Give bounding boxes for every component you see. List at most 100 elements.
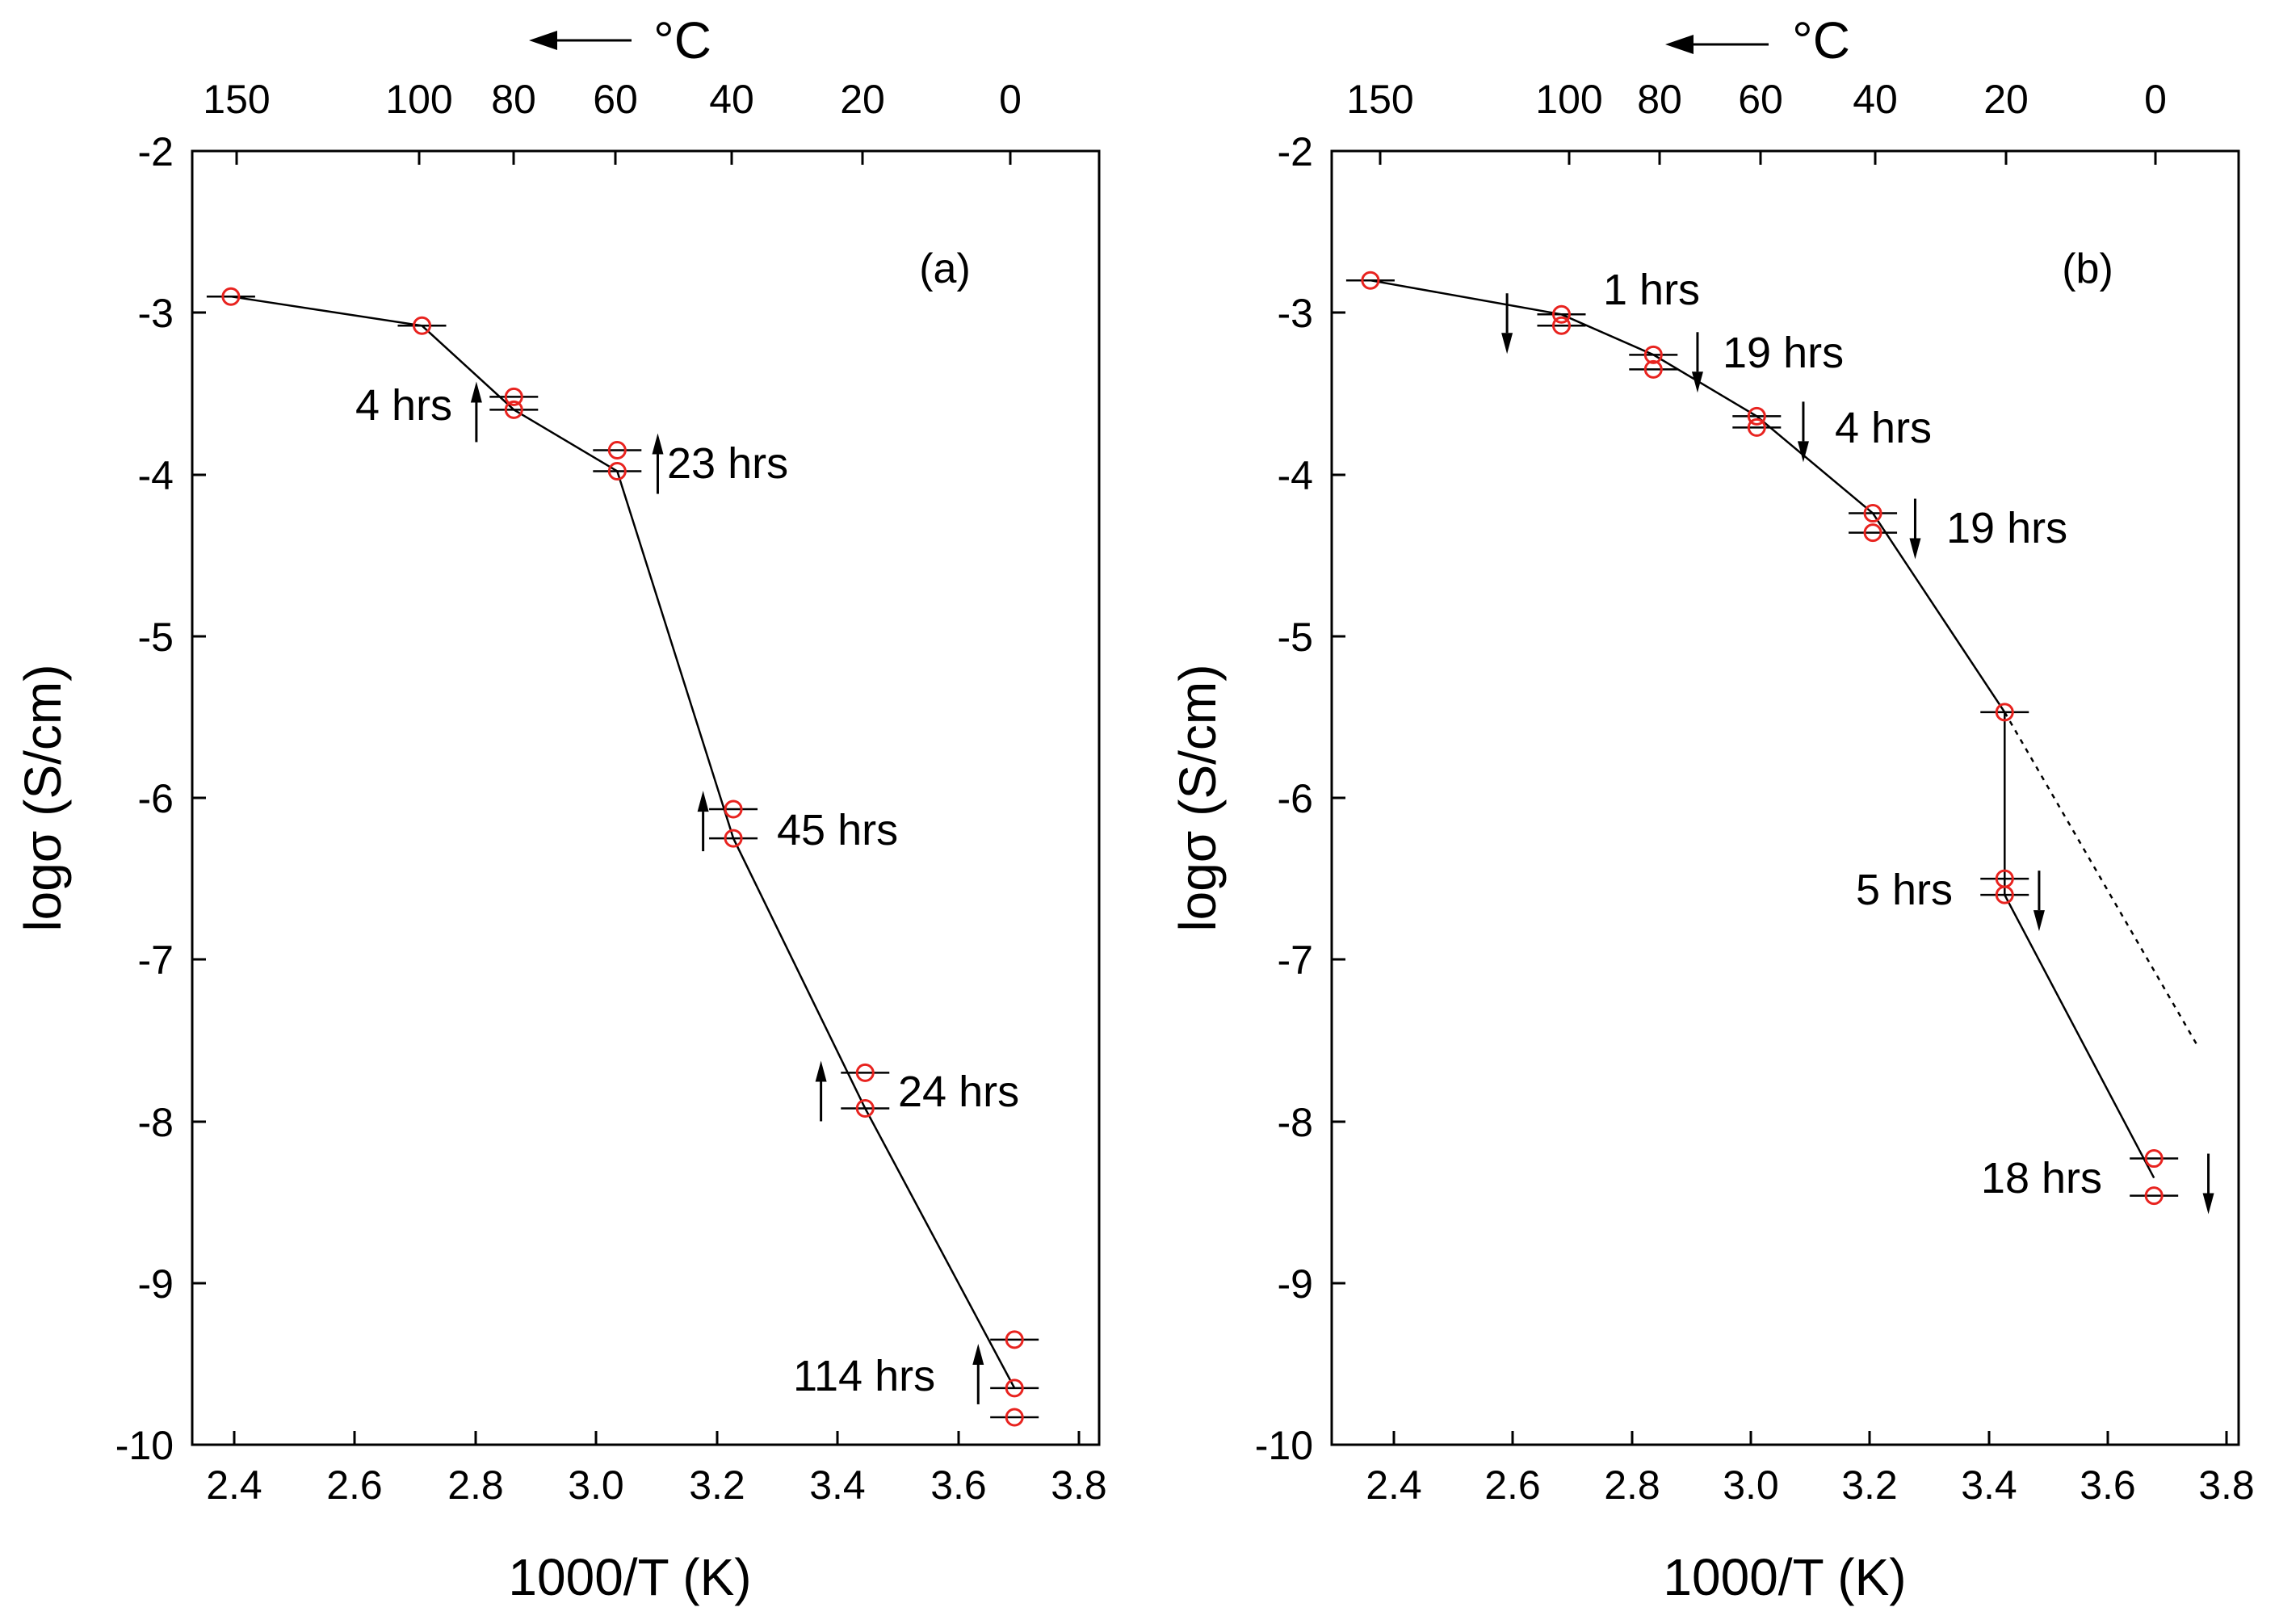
left-arrow-icon [1665, 35, 1769, 54]
annotation-label: 5 hrs [1856, 866, 1953, 914]
annotation-label: 24 hrs [898, 1068, 1019, 1116]
top-tick-label: 80 [491, 77, 536, 122]
x-tick-label: 2.6 [326, 1462, 383, 1508]
up-arrow-icon [470, 381, 482, 443]
arrow-head [652, 433, 664, 455]
y-tick-label: -10 [1255, 1423, 1313, 1468]
top-tick-label: 80 [1637, 77, 1682, 122]
top-tick-label: 60 [593, 77, 638, 122]
y-axis-title: logσ (S/cm) [1169, 664, 1227, 931]
x-tick-label: 3.2 [689, 1462, 745, 1508]
plot-marks [1345, 271, 2214, 1215]
top-tick-label: 100 [385, 77, 452, 122]
x-tick-label: 2.4 [1366, 1462, 1422, 1508]
y-tick-label: -4 [1278, 453, 1313, 498]
top-tick-label: 40 [709, 77, 754, 122]
top-tick-label: 150 [203, 77, 270, 122]
down-arrow-icon [1501, 293, 1513, 355]
x-tick-label: 3.6 [2080, 1462, 2136, 1508]
up-arrow-icon [652, 433, 664, 494]
data-point [1863, 504, 1882, 523]
x-axis: 2.4 2.6 2.8 3.0 3.2 3.4 3.6 3.8 [1366, 1431, 2255, 1508]
y-tick-label: -10 [115, 1423, 174, 1468]
data-point [412, 316, 431, 335]
data-point [855, 1063, 875, 1082]
data-point [221, 287, 241, 306]
plot-marks [206, 287, 1039, 1427]
data-point [1005, 1330, 1024, 1349]
x-axis-title: 1000/T (K) [1663, 1548, 1906, 1606]
up-arrow-icon [972, 1343, 984, 1404]
data-point [1551, 304, 1571, 324]
series-line [2004, 711, 2155, 1179]
y-tick-label: -8 [1278, 1100, 1313, 1145]
x-tick-label: 2.8 [1604, 1462, 1660, 1508]
data-point [1747, 418, 1766, 437]
data-point [2144, 1149, 2164, 1169]
data-point [1643, 359, 1663, 379]
data-point [607, 461, 627, 480]
up-arrow-icon [815, 1060, 827, 1122]
data-point [1643, 345, 1663, 364]
y-tick-label: -6 [1278, 776, 1313, 821]
top-tick-label: 20 [840, 77, 885, 122]
y-tick-label: -5 [1278, 615, 1313, 660]
y-tick-label: -7 [1278, 938, 1313, 983]
y-tick-label: -8 [138, 1100, 174, 1145]
x-axis-title: 1000/T (K) [508, 1548, 751, 1606]
panel-label: (a) [919, 245, 971, 292]
top-tick-label: 100 [1535, 77, 1602, 122]
data-point [2144, 1186, 2164, 1206]
data-point [1747, 406, 1766, 426]
annotation-label: 19 hrs [1946, 504, 2067, 552]
series-line [1370, 279, 2006, 713]
data-point [1863, 523, 1882, 543]
top-tick-label: 60 [1738, 77, 1783, 122]
arrow-head [2033, 910, 2045, 932]
x-axis: 2.4 2.6 2.8 3.0 3.2 3.4 3.6 3.8 [206, 1431, 1107, 1508]
x-tick-label: 2.8 [447, 1462, 504, 1508]
x-tick-label: 3.8 [1051, 1462, 1107, 1508]
y-axis-title: logσ (S/cm) [14, 664, 72, 931]
y-tick-label: -5 [138, 615, 174, 660]
down-arrow-icon [1797, 401, 1809, 463]
data-point [1551, 316, 1571, 335]
extrapolation-line [2004, 711, 2197, 1045]
y-tick-label: -7 [138, 938, 174, 983]
x-tick-label: 3.0 [568, 1462, 624, 1508]
data-point [504, 387, 523, 406]
data-point [724, 799, 743, 819]
data-point [1005, 1408, 1024, 1427]
panel-b: (b) 2.4 2.6 2.8 3.0 3.2 3.4 3.6 3.8 1000… [1169, 11, 2255, 1606]
y-tick-label: -3 [1278, 291, 1313, 336]
x-tick-label: 3.4 [809, 1462, 866, 1508]
top-axis: 150 100 80 60 40 20 0 °C [203, 11, 1022, 165]
plot-frame [191, 149, 1101, 1446]
arrow-head [1909, 538, 1921, 560]
top-axis-title: °C [1792, 11, 1850, 69]
down-arrow-icon [2202, 1153, 2214, 1215]
up-arrow-icon [697, 791, 709, 852]
arrow-head [697, 791, 709, 812]
arrow-head [470, 381, 482, 403]
annotation-label: 4 hrs [355, 381, 452, 430]
y-tick-label: -3 [138, 291, 174, 336]
top-tick-label: 40 [1853, 77, 1898, 122]
panel-a: (a) 2.4 2.6 2.8 3.0 3.2 3.4 3.6 3.8 1000… [14, 11, 1107, 1606]
y-tick-label: -2 [138, 129, 174, 174]
y-axis: -2 -3 -4 -5 -6 -7 -8 -9 -10 [1255, 129, 1345, 1468]
annotation-label: 1 hrs [1603, 266, 1700, 314]
top-tick-label: 0 [999, 77, 1022, 122]
x-tick-label: 2.6 [1484, 1462, 1541, 1508]
x-tick-label: 3.8 [2198, 1462, 2255, 1508]
top-axis-title: °C [653, 11, 711, 69]
x-tick-label: 3.2 [1841, 1462, 1898, 1508]
annotation-label: 18 hrs [1981, 1154, 2102, 1202]
top-tick-label: 0 [2144, 77, 2167, 122]
annotation-label: 23 hrs [667, 439, 788, 488]
down-arrow-icon [2033, 871, 2045, 932]
top-axis: 150 100 80 60 40 20 0 °C [1346, 11, 2167, 165]
data-point [1995, 885, 2014, 904]
top-tick-label: 150 [1346, 77, 1413, 122]
